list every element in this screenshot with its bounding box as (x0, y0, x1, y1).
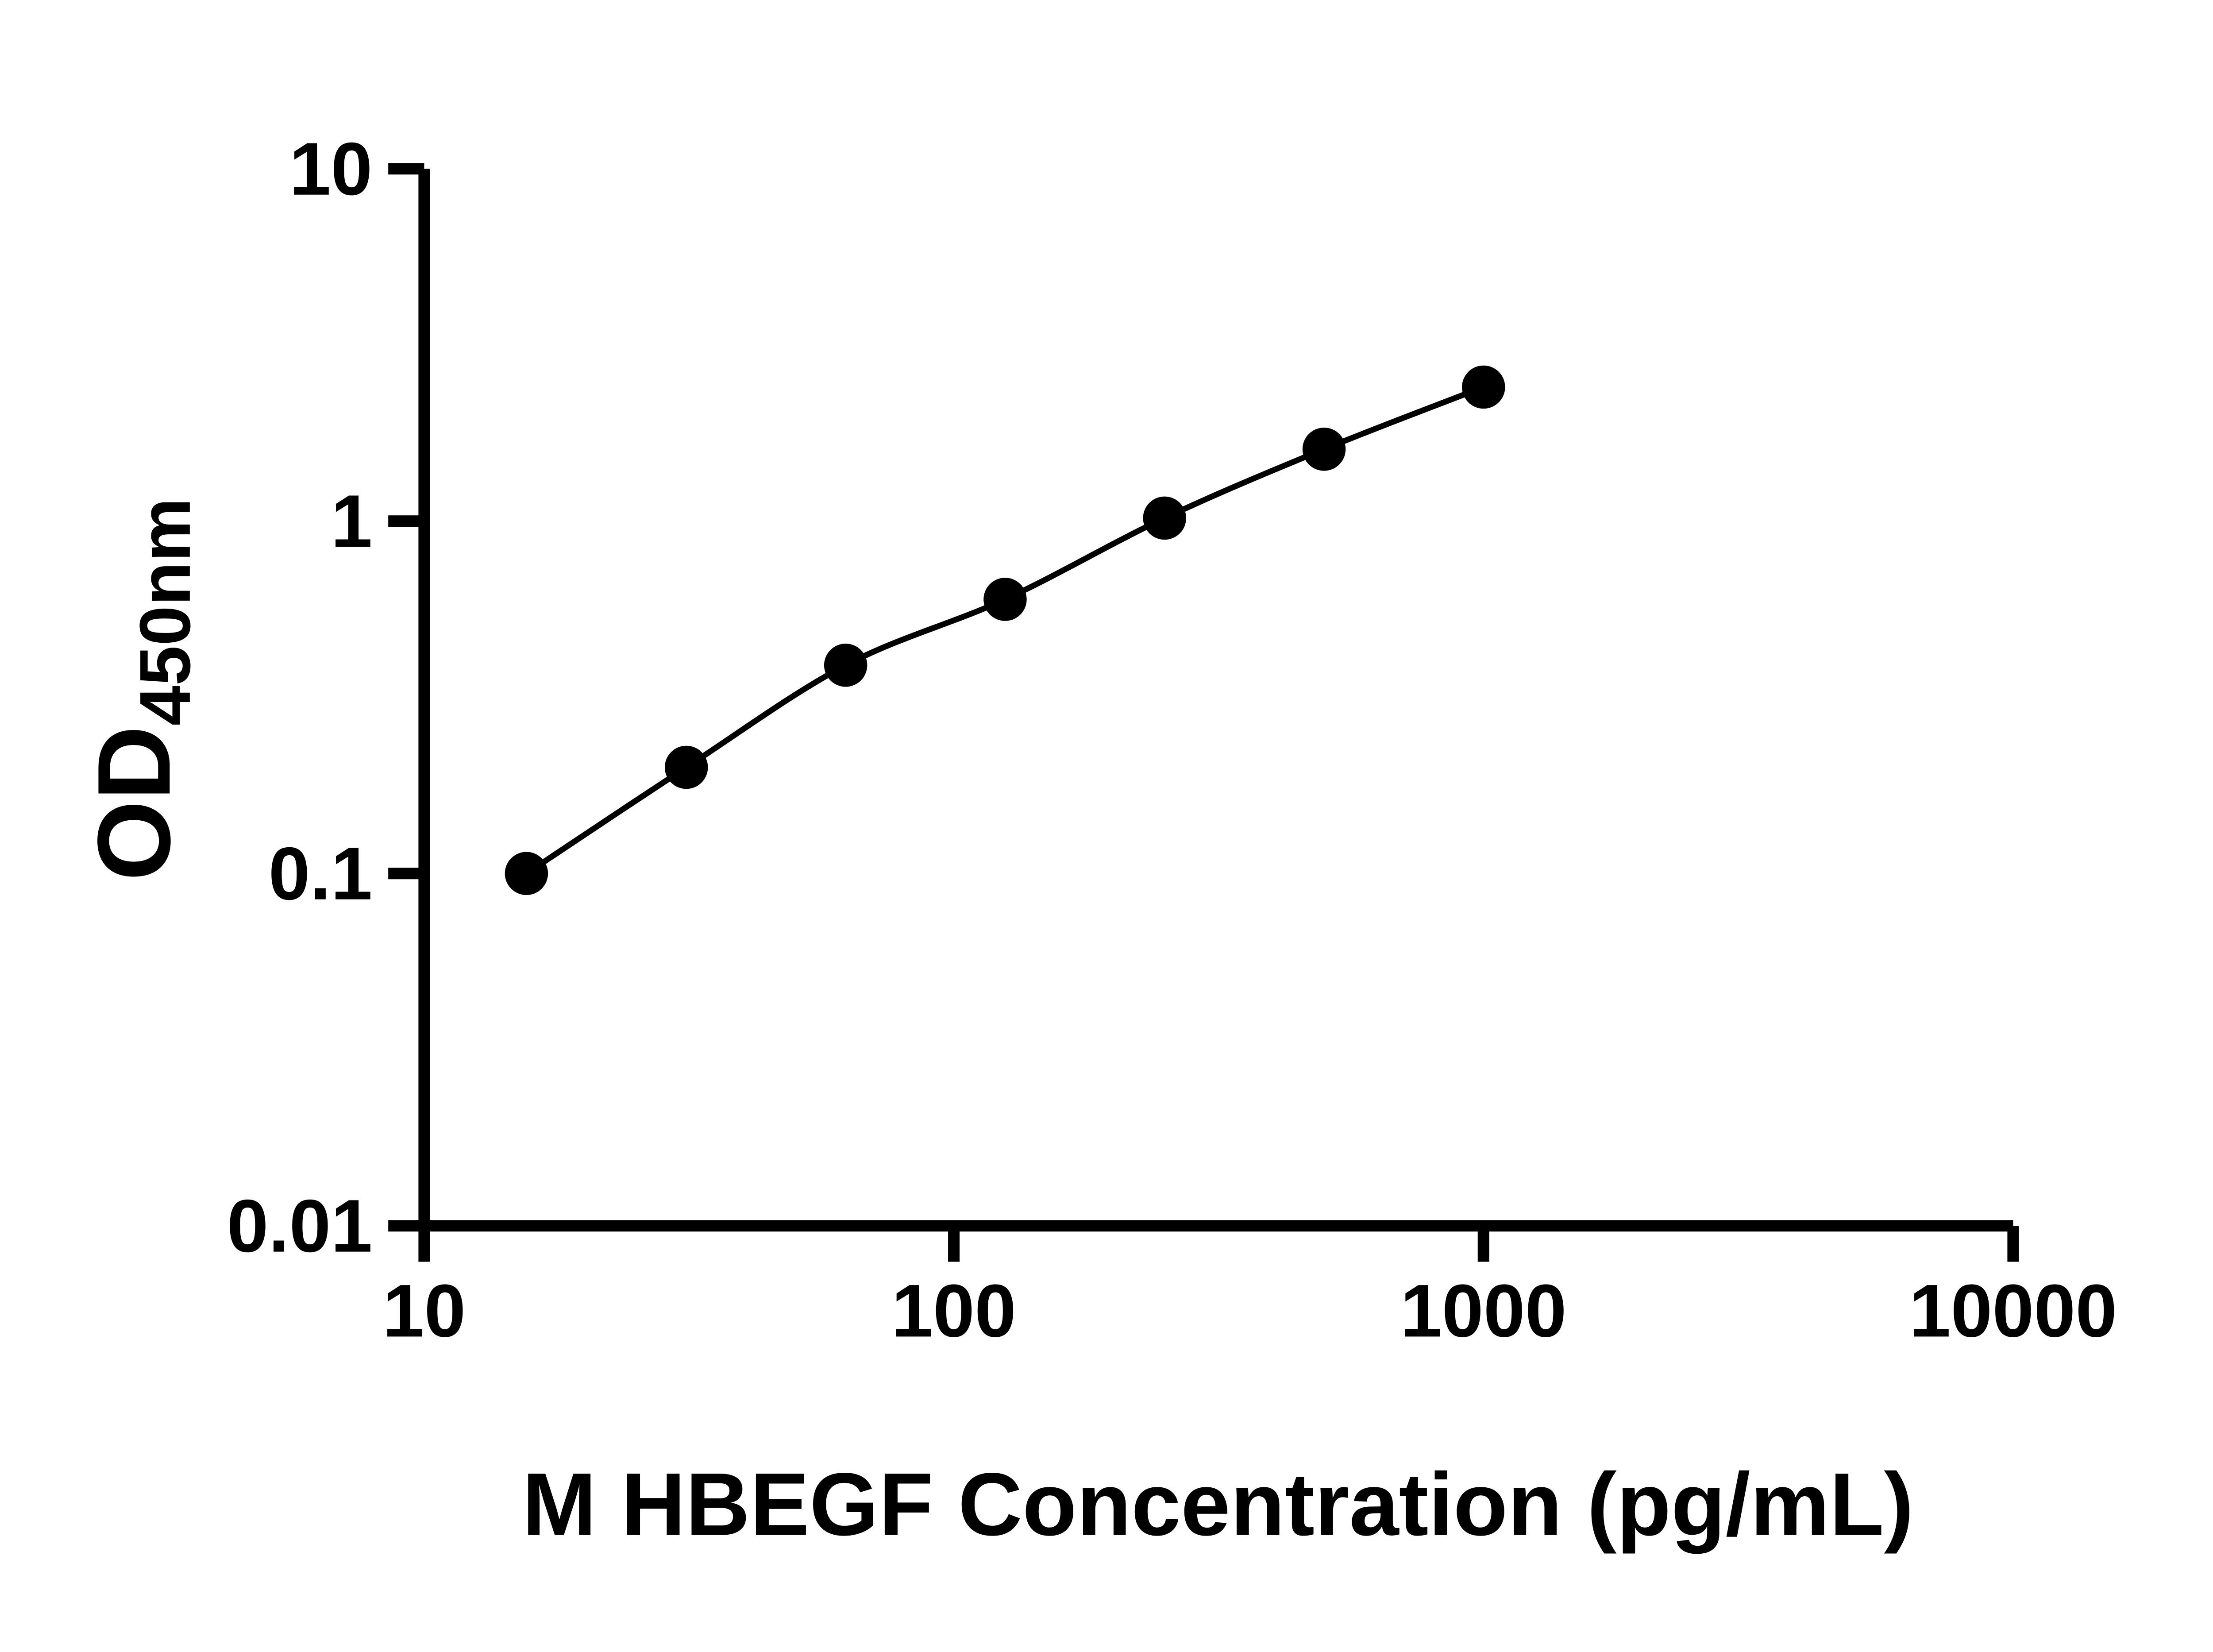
data-point-marker (664, 745, 708, 789)
data-point-marker (505, 852, 548, 895)
x-axis-tick-label: 10000 (1909, 1269, 2117, 1352)
x-axis-tick-label: 10 (382, 1269, 466, 1352)
data-point-marker (1462, 365, 1505, 409)
y-axis-tick-label: 1 (331, 479, 372, 563)
data-point-marker (1302, 428, 1346, 471)
data-point-marker (1143, 496, 1186, 540)
y-axis-title-main: OD (76, 726, 192, 881)
x-axis-tick-label: 1000 (1400, 1269, 1567, 1352)
y-axis-title-sub: 450nm (125, 498, 205, 726)
y-axis-tick-label: 0.01 (227, 1184, 373, 1268)
plot-area: 10 100 1000 10000 0.01 0.1 1 10 (227, 127, 2117, 1353)
y-axis-title: OD450nm (76, 498, 205, 881)
x-axis-title: M HBEGF Concentration (pg/mL) (522, 1455, 1914, 1554)
data-point-marker (824, 644, 867, 687)
y-axis-tick-label: 10 (289, 127, 373, 211)
data-point-marker (983, 578, 1027, 621)
x-axis-tick-label: 100 (891, 1269, 1016, 1352)
y-axis-tick-label: 0.1 (269, 832, 373, 915)
axis-lines (418, 169, 2013, 1232)
